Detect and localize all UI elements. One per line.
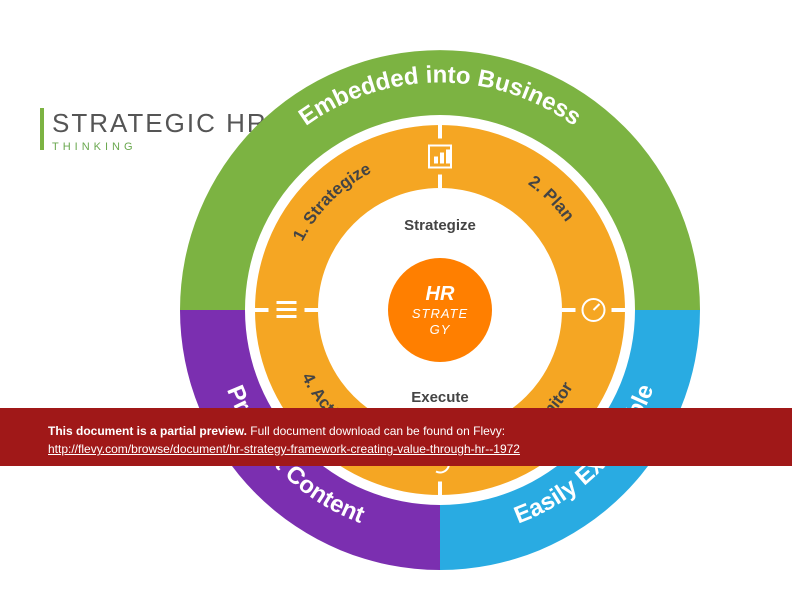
preview-banner: This document is a partial preview. Full… bbox=[0, 408, 792, 466]
banner-bold-text: This document is a partial preview. bbox=[48, 424, 247, 438]
inner-label-top: Strategize bbox=[404, 217, 476, 234]
center-line2: STRATE bbox=[412, 306, 468, 321]
title-accent-bar bbox=[40, 108, 44, 150]
center-hub: HRSTRATEGY bbox=[388, 258, 492, 362]
center-line1: HR bbox=[426, 283, 455, 305]
banner-rest-text: Full document download can be found on F… bbox=[247, 424, 505, 438]
center-line3: GY bbox=[430, 322, 451, 337]
hr-strategy-wheel-diagram: StrategizeExecute HRSTRATEGY Embedded in… bbox=[170, 40, 710, 580]
banner-link[interactable]: http://flevy.com/browse/document/hr-stra… bbox=[48, 442, 520, 456]
inner-label-bottom: Execute bbox=[411, 389, 469, 406]
